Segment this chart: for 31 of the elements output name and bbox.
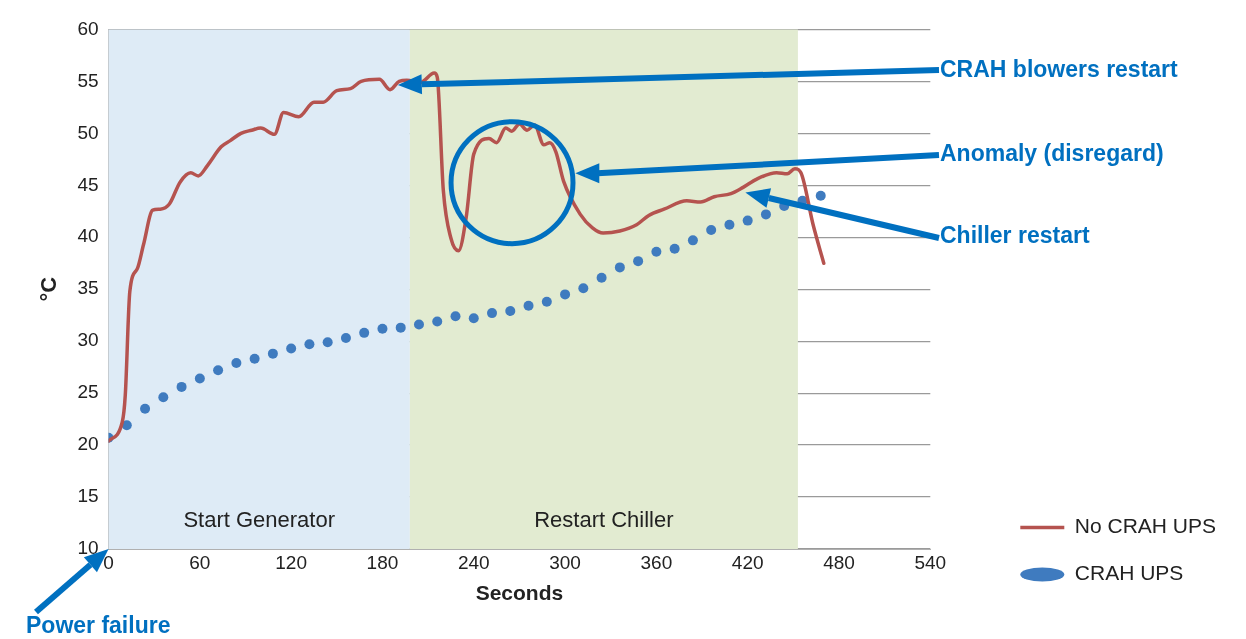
y-tick-label: 20 — [77, 433, 99, 455]
legend-label: No CRAH UPS — [1074, 514, 1217, 538]
y-tick-label: 15 — [77, 485, 99, 507]
y-tick-label: 30 — [77, 329, 99, 351]
x-tick-label: 60 — [189, 551, 211, 573]
y-tick-label: 25 — [77, 381, 99, 403]
x-axis-title: Seconds — [475, 581, 564, 605]
legend-label: CRAH UPS — [1074, 561, 1184, 585]
x-tick-label: 120 — [275, 551, 307, 573]
x-tick-label: 240 — [457, 551, 490, 573]
y-tick-label: 45 — [77, 173, 99, 195]
x-tick-label: 300 — [549, 551, 581, 573]
x-tick-label: 360 — [640, 551, 673, 573]
y-tick-label: 35 — [77, 277, 99, 299]
y-tick-label: 60 — [77, 17, 99, 39]
y-tick-label: 55 — [77, 69, 99, 91]
x-tick-label: 0 — [103, 551, 114, 573]
band-label: Restart Chiller — [534, 507, 674, 533]
y-tick-label: 10 — [77, 537, 99, 559]
text: Anomaly (disregard) — [940, 140, 1164, 167]
text: Power failure — [26, 612, 171, 639]
text: CRAH blowers restart — [940, 56, 1178, 83]
x-tick-label: 540 — [914, 551, 947, 573]
x-tick-label: 180 — [366, 551, 399, 573]
x-tick-label: 420 — [731, 551, 764, 573]
x-tick-label: 480 — [823, 551, 855, 573]
band-label: Start Generator — [183, 507, 336, 533]
y-tick-label: 50 — [77, 121, 99, 143]
y-axis-title: °C — [36, 276, 62, 302]
y-tick-label: 40 — [77, 225, 99, 247]
text: Chiller restart — [940, 222, 1090, 249]
